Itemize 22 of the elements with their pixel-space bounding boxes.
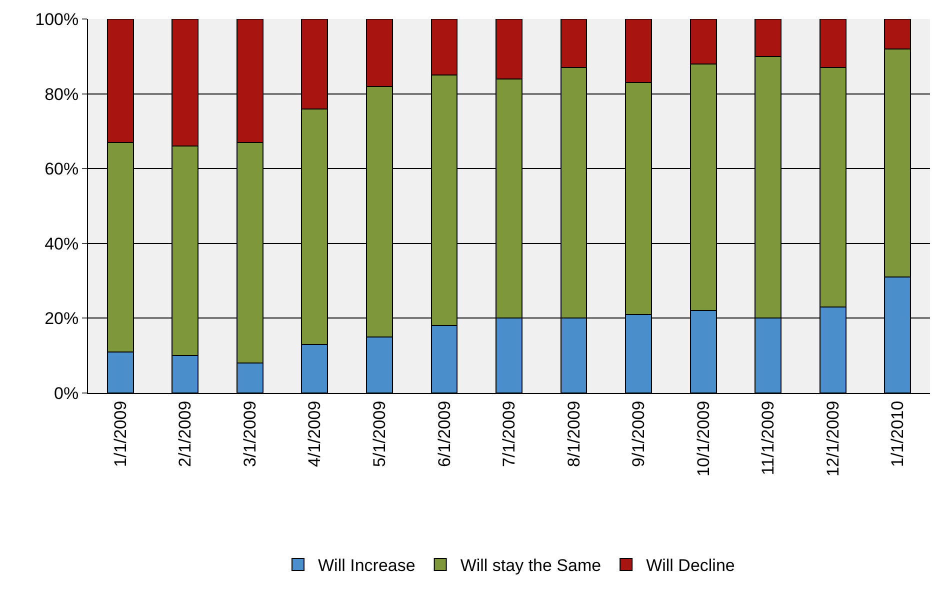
- x-tick-label: 8/1/2009: [564, 400, 584, 467]
- y-tick-label: 80%: [44, 84, 79, 104]
- y-tick-label: 100%: [35, 10, 79, 29]
- x-tick-label: 10/1/2009: [694, 400, 713, 476]
- x-tick-label: 9/1/2009: [629, 400, 648, 467]
- y-tick-label: 0%: [54, 384, 79, 403]
- y-tick-label: 20%: [44, 309, 79, 328]
- legend-label: Will Decline: [646, 556, 735, 576]
- x-tick-label: 12/1/2009: [823, 400, 842, 476]
- legend-label: Will Increase: [318, 556, 416, 576]
- y-tick-label: 40%: [44, 234, 79, 254]
- y-tick-label: 60%: [44, 160, 79, 179]
- x-tick-label: 6/1/2009: [434, 400, 454, 467]
- legend-label: Will stay the Same: [460, 556, 602, 576]
- x-tick-label: 3/1/2009: [240, 400, 260, 467]
- x-tick-label: 5/1/2009: [370, 400, 389, 467]
- x-tick-label: 1/1/2010: [888, 400, 908, 467]
- x-tick-label: 7/1/2009: [500, 400, 519, 467]
- x-tick-label: 4/1/2009: [305, 400, 324, 467]
- x-tick-label: 11/1/2009: [758, 400, 778, 476]
- x-tick-label: 2/1/2009: [176, 400, 195, 467]
- x-tick-label: 1/1/2009: [110, 400, 130, 467]
